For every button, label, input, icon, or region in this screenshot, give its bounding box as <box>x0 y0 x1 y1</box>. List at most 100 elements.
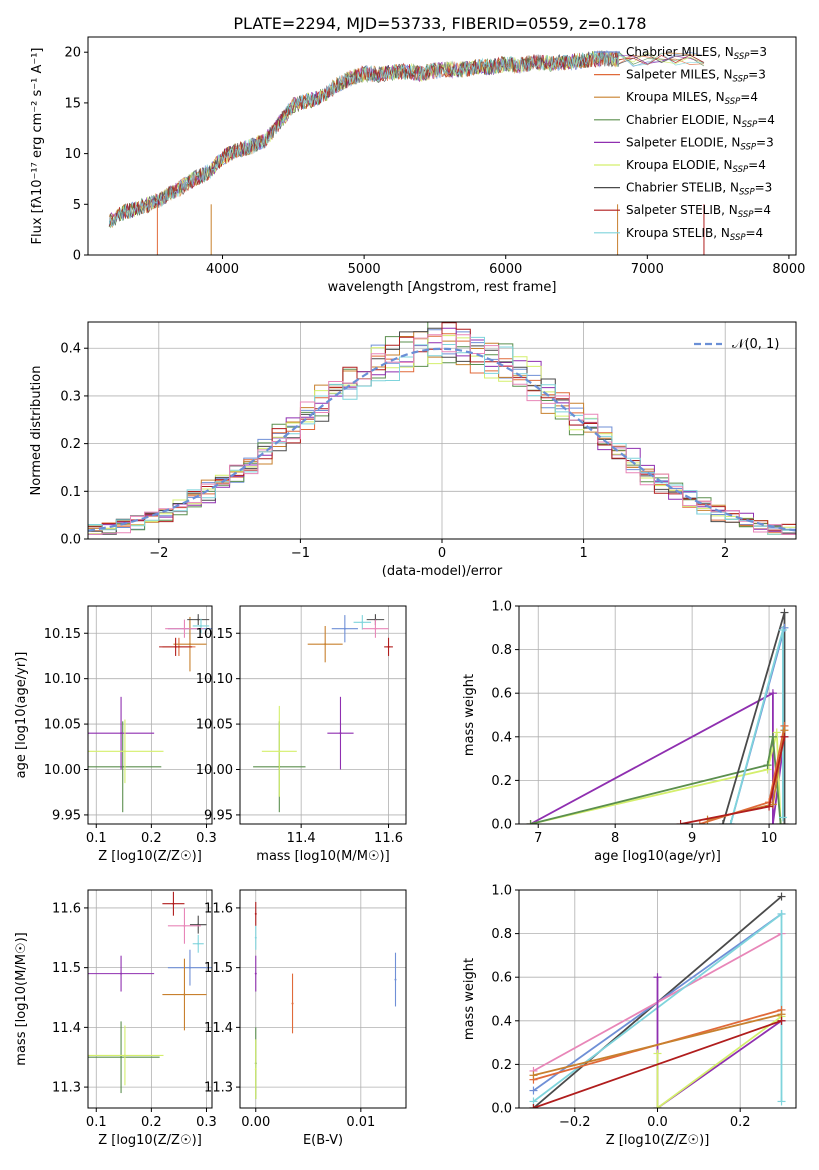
data-point <box>174 645 177 648</box>
axes-frame <box>239 889 407 1109</box>
x-tick-label: 7000 <box>631 262 664 277</box>
y-axis-label: mass [log10(M/M☉)] <box>14 932 29 1065</box>
y-tick-label: 0.8 <box>491 927 512 942</box>
x-tick-label: 0.2 <box>141 831 162 846</box>
legend-label: Chabrier ELODIE, NSSP=4 <box>626 113 775 130</box>
y-tick-label: 10.15 <box>196 627 233 642</box>
data-point <box>343 627 346 630</box>
x-tick-label: 5000 <box>348 262 381 277</box>
x-tick-label: 9 <box>688 831 696 846</box>
y-tick-label: 10.15 <box>44 627 81 642</box>
panel-mass-weight-vs-age: 7 8 9 10 0.0 0.2 0.4 0.6 0.8 1.0 age [log10(age/yr… <box>462 600 797 864</box>
y-tick-label: 11.3 <box>52 1081 81 1096</box>
panel-mass-weight-vs-Z: −0.2 0.0 0.2 0.0 0.2 0.4 0.6 0.8 1.0 Z [log10(Z/Z… <box>462 884 797 1148</box>
y-tick-label: 10 <box>64 147 81 162</box>
spectrum-line <box>109 50 705 226</box>
panel-age-vs-mass: 11.4 11.6 9.95 10.00 10.05 10.10 10.15 mass [lo… <box>196 605 407 864</box>
y-tick-label: 0.3 <box>60 389 81 404</box>
plot-area <box>108 49 705 255</box>
plot-area <box>88 890 212 1108</box>
y-tick-label: 0.1 <box>60 485 81 500</box>
data-point <box>188 966 191 969</box>
data-point <box>291 1002 294 1005</box>
plot-area <box>240 890 406 1108</box>
y-tick-label: 0.4 <box>60 342 81 357</box>
spectrum-line <box>108 51 705 228</box>
x-tick-label: −2 <box>149 546 168 561</box>
data-point <box>123 750 126 753</box>
data-point <box>172 902 175 905</box>
data-point <box>197 942 200 945</box>
x-axis-label: Z [log10(Z/Z☉)] <box>98 1133 202 1148</box>
x-tick-label: 7 <box>534 831 542 846</box>
axes-frame <box>87 889 213 1109</box>
y-tick-label: 10.10 <box>196 672 233 687</box>
panel-spectrum: 4000 5000 6000 7000 8000 0 5 10 15 20 wavelength [… <box>30 36 805 295</box>
spectrum-legend: Chabrier MILES, NSSP=3 Salpeter MILES, NS… <box>594 45 775 243</box>
plot-area <box>88 606 212 824</box>
axes-frame <box>87 605 213 825</box>
spectrum-line <box>109 50 705 228</box>
x-tick-label: 8000 <box>772 262 805 277</box>
legend-label: Chabrier STELIB, NSSP=3 <box>626 181 772 198</box>
data-point <box>120 732 123 735</box>
y-tick-label: 0.8 <box>491 643 512 658</box>
x-tick-label: 0.3 <box>196 1115 217 1130</box>
y-tick-label: 0.2 <box>491 1058 512 1073</box>
plot-area <box>88 322 796 539</box>
panel-mass-vs-EBV: 0.00 0.01 11.3 11.4 11.5 11.6 E(B-V) <box>204 889 407 1148</box>
y-axis-label: Flux [fλ10⁻¹⁷ erg cm⁻² s⁻¹ A⁻¹] <box>30 48 45 245</box>
x-tick-label: 0.3 <box>196 831 217 846</box>
y-tick-label: 0.0 <box>491 1102 512 1117</box>
x-tick-label: 0.00 <box>241 1115 270 1130</box>
panel-age-vs-Z: 0.1 0.2 0.3 9.95 10.00 10.05 10.10 10.15 Z [log1… <box>14 605 217 864</box>
legend-label: Salpeter STELIB, NSSP=4 <box>626 203 771 220</box>
data-point <box>361 621 364 624</box>
data-point <box>374 627 377 630</box>
x-tick-label: 0.2 <box>730 1115 751 1130</box>
data-point <box>199 624 202 627</box>
y-axis-label: mass weight <box>462 958 477 1040</box>
x-tick-label: 1 <box>579 546 587 561</box>
legend-label: Salpeter MILES, NSSP=3 <box>626 68 766 85</box>
x-tick-label: 0.01 <box>346 1115 375 1130</box>
x-tick-label: 6000 <box>489 262 522 277</box>
axes-frame <box>239 605 407 825</box>
axes-frame <box>87 36 797 256</box>
data-point <box>254 936 257 939</box>
y-tick-label: 9.95 <box>52 808 81 823</box>
x-tick-label: 10 <box>761 831 778 846</box>
y-tick-label: 20 <box>64 46 81 61</box>
data-point <box>254 912 257 915</box>
y-axis-label: age [log10(age/yr)] <box>14 652 29 779</box>
x-tick-label: 11.6 <box>374 831 403 846</box>
y-tick-label: 11.3 <box>204 1081 233 1096</box>
y-tick-label: 0.4 <box>491 1014 512 1029</box>
y-tick-label: 10.00 <box>196 763 233 778</box>
data-point <box>197 618 200 621</box>
legend-label: Salpeter ELODIE, NSSP=3 <box>626 135 774 152</box>
y-tick-label: 11.5 <box>204 961 233 976</box>
mass-weight-series <box>656 977 783 1108</box>
x-tick-label: 2 <box>721 546 729 561</box>
panel-mass-vs-Z: 0.1 0.2 0.3 11.3 11.4 11.5 11.6 Z [log10(Z/Z☉)]… <box>14 889 217 1148</box>
data-point <box>183 627 186 630</box>
x-tick-label: 0.1 <box>86 831 107 846</box>
x-axis-label: (data-model)/error <box>382 564 503 579</box>
y-tick-label: 0.2 <box>491 774 512 789</box>
y-tick-label: 11.4 <box>52 1021 81 1036</box>
y-tick-label: 0.4 <box>491 730 512 745</box>
data-point <box>123 1054 126 1057</box>
axes-frame <box>518 605 797 825</box>
x-tick-label: 11.4 <box>287 831 316 846</box>
spectrum-line <box>108 52 705 227</box>
data-point <box>120 1056 123 1059</box>
y-tick-label: 11.6 <box>52 901 81 916</box>
x-axis-label: E(B-V) <box>303 1133 343 1148</box>
mass-weight-series <box>530 732 782 824</box>
y-tick-label: 10.05 <box>44 718 81 733</box>
data-point <box>387 645 390 648</box>
y-tick-label: 5 <box>73 198 81 213</box>
plot-area <box>519 606 796 824</box>
